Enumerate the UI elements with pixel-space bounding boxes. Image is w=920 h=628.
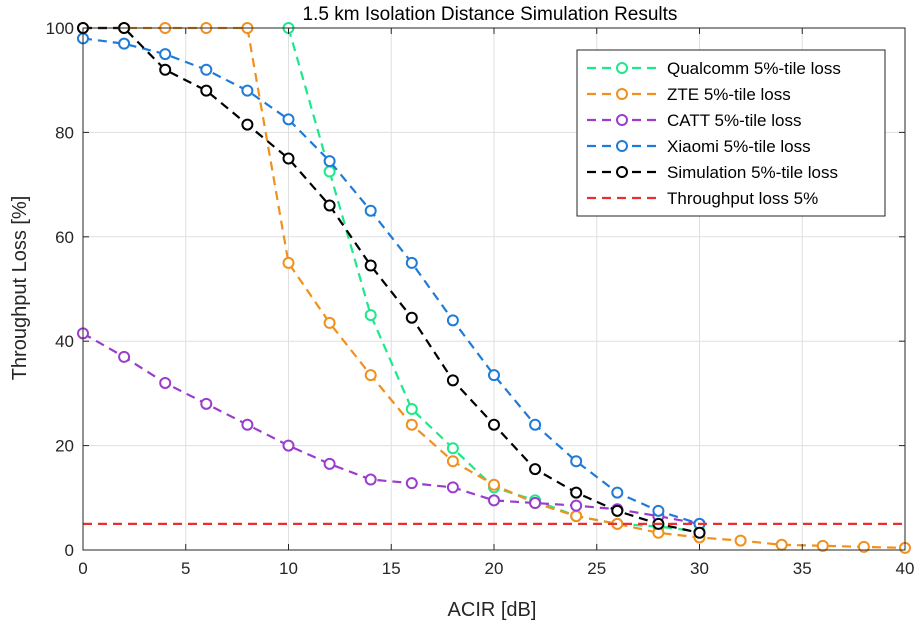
legend-label: Xiaomi 5%-tile loss <box>667 137 811 156</box>
legend-item: ZTE 5%-tile loss <box>587 85 791 104</box>
data-point <box>323 155 336 168</box>
data-point <box>611 486 624 499</box>
y-tick-label: 20 <box>55 437 74 456</box>
data-point <box>323 316 336 329</box>
y-tick-label: 40 <box>55 332 74 351</box>
x-tick-label: 0 <box>78 559 87 578</box>
data-point <box>488 494 500 507</box>
data-point <box>570 499 583 512</box>
data-point <box>282 439 295 452</box>
data-point <box>405 256 418 269</box>
data-point <box>282 152 295 165</box>
data-point <box>775 538 788 551</box>
series-line <box>83 26 700 534</box>
legend-marker <box>616 166 628 178</box>
data-point <box>734 534 747 547</box>
data-point <box>488 478 500 491</box>
legend-item: Throughput loss 5% <box>587 189 818 208</box>
data-point <box>241 84 254 97</box>
data-point <box>405 403 418 416</box>
data-point <box>652 504 665 517</box>
legend: Qualcomm 5%-tile loss ZTE 5%-tile loss CAT… <box>576 49 886 217</box>
data-point <box>488 418 500 431</box>
data-point <box>405 418 418 431</box>
data-point <box>446 481 459 494</box>
legend-item: Simulation 5%-tile loss <box>587 163 838 182</box>
data-point <box>446 455 459 468</box>
data-point <box>364 204 377 217</box>
x-tick-label: 40 <box>896 559 915 578</box>
data-point <box>446 442 459 455</box>
y-tick-label: 80 <box>55 123 74 142</box>
data-point <box>529 497 542 510</box>
y-tick-label: 0 <box>65 541 74 560</box>
data-point <box>159 376 172 389</box>
series-5 <box>77 22 706 539</box>
y-tick-label: 60 <box>55 228 74 247</box>
legend-item: Xiaomi 5%-tile loss <box>587 137 811 156</box>
legend-label: Throughput loss 5% <box>667 189 818 208</box>
data-point <box>159 48 172 61</box>
data-point <box>364 369 377 382</box>
data-point <box>241 118 254 131</box>
data-point <box>323 457 336 470</box>
legend-marker <box>616 114 628 126</box>
series-line <box>82 37 700 525</box>
y-axis-title: Throughput Loss [%] <box>9 196 31 381</box>
data-point <box>200 84 213 97</box>
legend-label: Simulation 5%-tile loss <box>667 163 838 182</box>
data-point <box>200 63 213 76</box>
data-point <box>488 369 500 382</box>
data-point <box>282 256 295 269</box>
data-point <box>405 311 418 324</box>
x-tick-label: 5 <box>181 559 190 578</box>
data-point <box>364 259 377 272</box>
legend-box <box>576 49 886 217</box>
legend-label: Qualcomm 5%-tile loss <box>667 59 841 78</box>
data-point <box>529 463 542 476</box>
data-point <box>118 37 131 50</box>
data-point <box>118 350 131 363</box>
data-point <box>405 477 418 490</box>
x-axis-title: ACIR [dB] <box>448 599 537 621</box>
data-point <box>570 455 583 468</box>
x-tick-label: 10 <box>279 559 298 578</box>
ticks: 0 5 10 15 20 25 30 35 40 0 20 40 60 80 100 <box>46 19 915 578</box>
legend-item: Qualcomm 5%-tile loss <box>587 59 841 78</box>
data-point <box>570 510 583 523</box>
legend-marker <box>616 88 628 100</box>
data-point <box>323 165 336 178</box>
data-point <box>611 504 624 517</box>
series-group <box>77 22 911 554</box>
data-point <box>446 314 459 327</box>
legend-label: ZTE 5%-tile loss <box>667 85 791 104</box>
legend-marker <box>616 62 628 74</box>
data-point <box>857 540 870 553</box>
data-point <box>693 526 706 539</box>
series-4 <box>77 32 706 530</box>
data-point <box>446 374 459 387</box>
y-tick-label: 100 <box>46 19 74 38</box>
x-tick-label: 15 <box>382 559 401 578</box>
data-point <box>364 473 377 486</box>
data-point <box>200 397 213 410</box>
x-tick-label: 35 <box>793 559 812 578</box>
legend-item: CATT 5%-tile loss <box>587 111 801 130</box>
x-tick-label: 30 <box>690 559 709 578</box>
legend-marker <box>616 140 628 152</box>
data-point <box>323 199 336 212</box>
data-point <box>282 113 295 126</box>
legend-label: CATT 5%-tile loss <box>667 111 801 130</box>
data-point <box>529 418 542 431</box>
data-point <box>816 539 829 552</box>
x-tick-label: 25 <box>587 559 606 578</box>
chart-title: 1.5 km Isolation Distance Simulation Res… <box>303 4 678 25</box>
x-tick-label: 20 <box>485 559 504 578</box>
data-point <box>570 486 583 499</box>
data-point <box>364 309 377 322</box>
data-point <box>159 63 172 76</box>
data-point <box>241 418 254 431</box>
